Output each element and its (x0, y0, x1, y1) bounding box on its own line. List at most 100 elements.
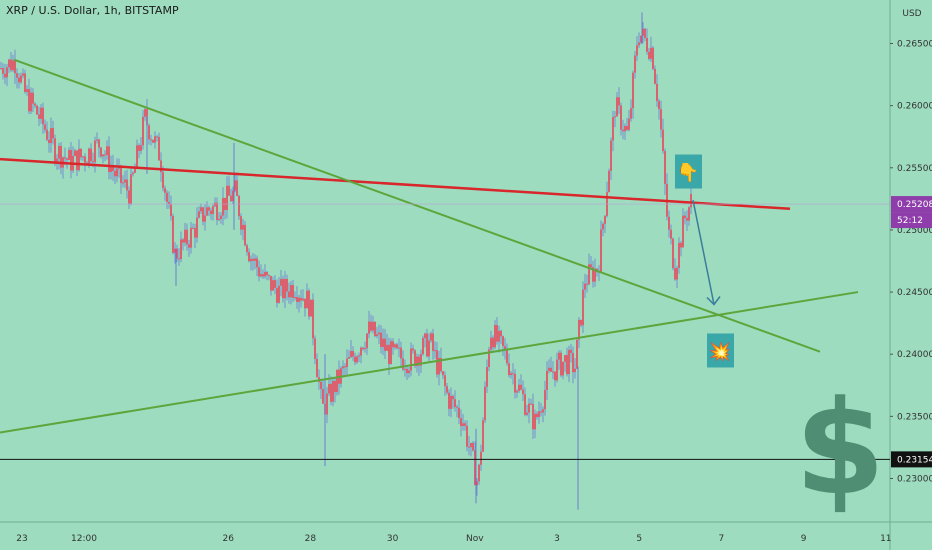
candle-body (636, 45, 638, 56)
candle-body (566, 355, 568, 375)
candle-body (178, 258, 180, 260)
candle-body (644, 28, 646, 38)
candle-body (550, 367, 552, 372)
candle-body (134, 167, 136, 173)
candle-body (312, 299, 314, 339)
candle-body (78, 148, 80, 171)
candle-body (294, 297, 296, 299)
candle-body (590, 264, 592, 268)
candle-body (684, 215, 686, 219)
candle-body (346, 358, 348, 368)
candle-body (148, 125, 150, 140)
candle-body (52, 128, 54, 139)
candle-body (68, 149, 70, 160)
candle-body (184, 229, 186, 243)
candle-body (96, 139, 98, 141)
candle-body (426, 333, 428, 357)
candle-body (676, 267, 678, 280)
candle-body (102, 154, 104, 157)
candle-body (362, 347, 364, 350)
candle-body (516, 390, 518, 393)
candle-body (260, 274, 262, 277)
candle-body (612, 117, 614, 141)
candle-body (568, 349, 570, 375)
candle-body (14, 60, 16, 74)
candle-body (246, 245, 248, 253)
candle-body (658, 101, 660, 110)
candle-body (618, 97, 620, 106)
candle-body (336, 369, 338, 393)
candle-body (358, 355, 360, 357)
candle-body (158, 136, 160, 161)
candle-body (98, 139, 100, 148)
collision-icon-bg (707, 333, 734, 368)
candle-body (164, 188, 166, 193)
candle-body (126, 179, 128, 191)
candle-body (438, 357, 440, 375)
candle-body (38, 114, 40, 119)
candle-body (42, 107, 44, 125)
x-tick-label: 28 (305, 534, 317, 544)
candle-body (448, 392, 450, 409)
candle-body (40, 107, 42, 119)
candle-body (640, 35, 642, 43)
candle-body (492, 337, 494, 348)
candle-body (306, 290, 308, 309)
candle-body (572, 352, 574, 373)
candle-body (446, 386, 448, 393)
candle-body (602, 223, 604, 230)
trendline-green-ascending (0, 291, 859, 434)
candle-body (528, 403, 530, 413)
candle-body (490, 337, 492, 350)
candle-body (46, 129, 48, 140)
candle-body (382, 338, 384, 348)
candle-body (2, 68, 4, 74)
candle-body (366, 333, 368, 349)
candle-body (314, 338, 316, 359)
candle-body (424, 333, 426, 339)
candle-body (122, 182, 124, 184)
candle-body (200, 207, 202, 212)
candle-body (614, 116, 616, 118)
support-price-tag (891, 451, 932, 468)
candle-body (460, 418, 462, 426)
x-tick-label: 9 (801, 534, 807, 544)
candle-body (196, 217, 198, 238)
candle-body (556, 359, 558, 381)
candle-body (144, 109, 146, 117)
candle-body (578, 319, 580, 340)
candle-body (90, 148, 92, 162)
candle-body (304, 298, 306, 309)
candle-body (170, 204, 172, 217)
candle-body (256, 258, 258, 268)
candle-body (552, 371, 554, 373)
candle-body (670, 229, 672, 239)
candle-body (682, 215, 684, 248)
candle-body (648, 51, 650, 59)
candle-body (480, 451, 482, 465)
candle-body (412, 348, 414, 351)
x-tick-label: 26 (222, 534, 234, 544)
candle-body (258, 267, 260, 277)
candle-body (562, 361, 564, 376)
candle-body (274, 280, 276, 289)
candle-body (646, 37, 648, 52)
candle-body (330, 383, 332, 402)
candle-body (238, 195, 240, 217)
candle-body (450, 396, 452, 409)
candle-body (320, 381, 322, 390)
candle-body (604, 215, 606, 224)
last-price-tag (891, 196, 932, 213)
candle-body (420, 354, 422, 366)
countdown-tag (891, 212, 932, 229)
candle-body (514, 373, 516, 393)
candle-body (476, 481, 478, 486)
candle-body (282, 278, 284, 299)
y-tick-label: 0.26000 (897, 102, 932, 112)
candle-body (216, 202, 218, 220)
candle-body (690, 194, 692, 208)
candle-body (244, 224, 246, 246)
candle-body (64, 157, 66, 159)
candle-body (378, 332, 380, 335)
y-tick-label: 0.24500 (897, 288, 932, 298)
